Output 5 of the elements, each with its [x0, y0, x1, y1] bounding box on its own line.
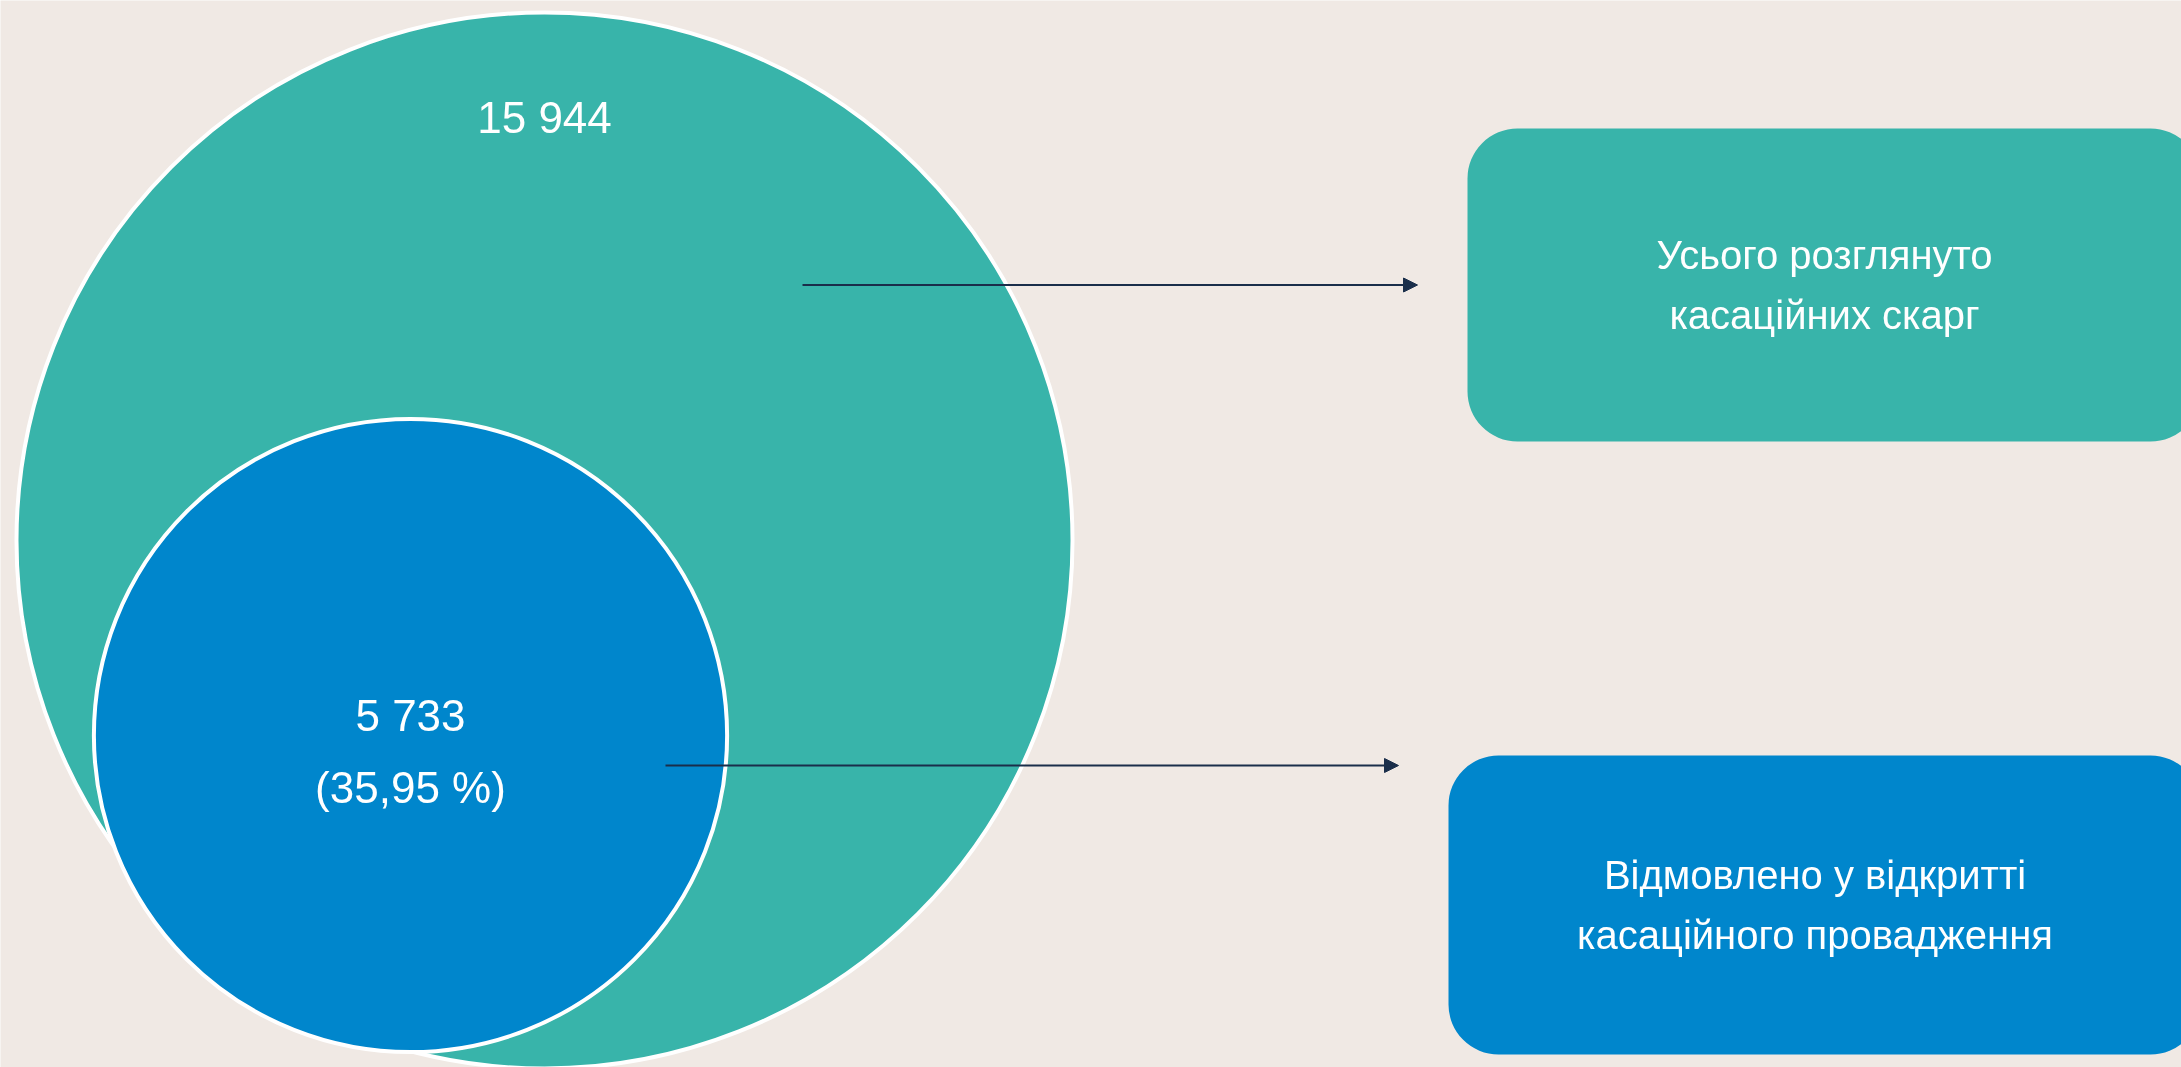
data-label: 15 944	[477, 93, 612, 142]
data-label: 5 733	[355, 691, 466, 740]
text: (35,95 %)	[315, 763, 506, 812]
category-label: Усього розглянуто касаційних скарг	[1656, 233, 1993, 337]
category-label: Відмовлено у відкритті касаційного провадження	[1577, 853, 2053, 957]
